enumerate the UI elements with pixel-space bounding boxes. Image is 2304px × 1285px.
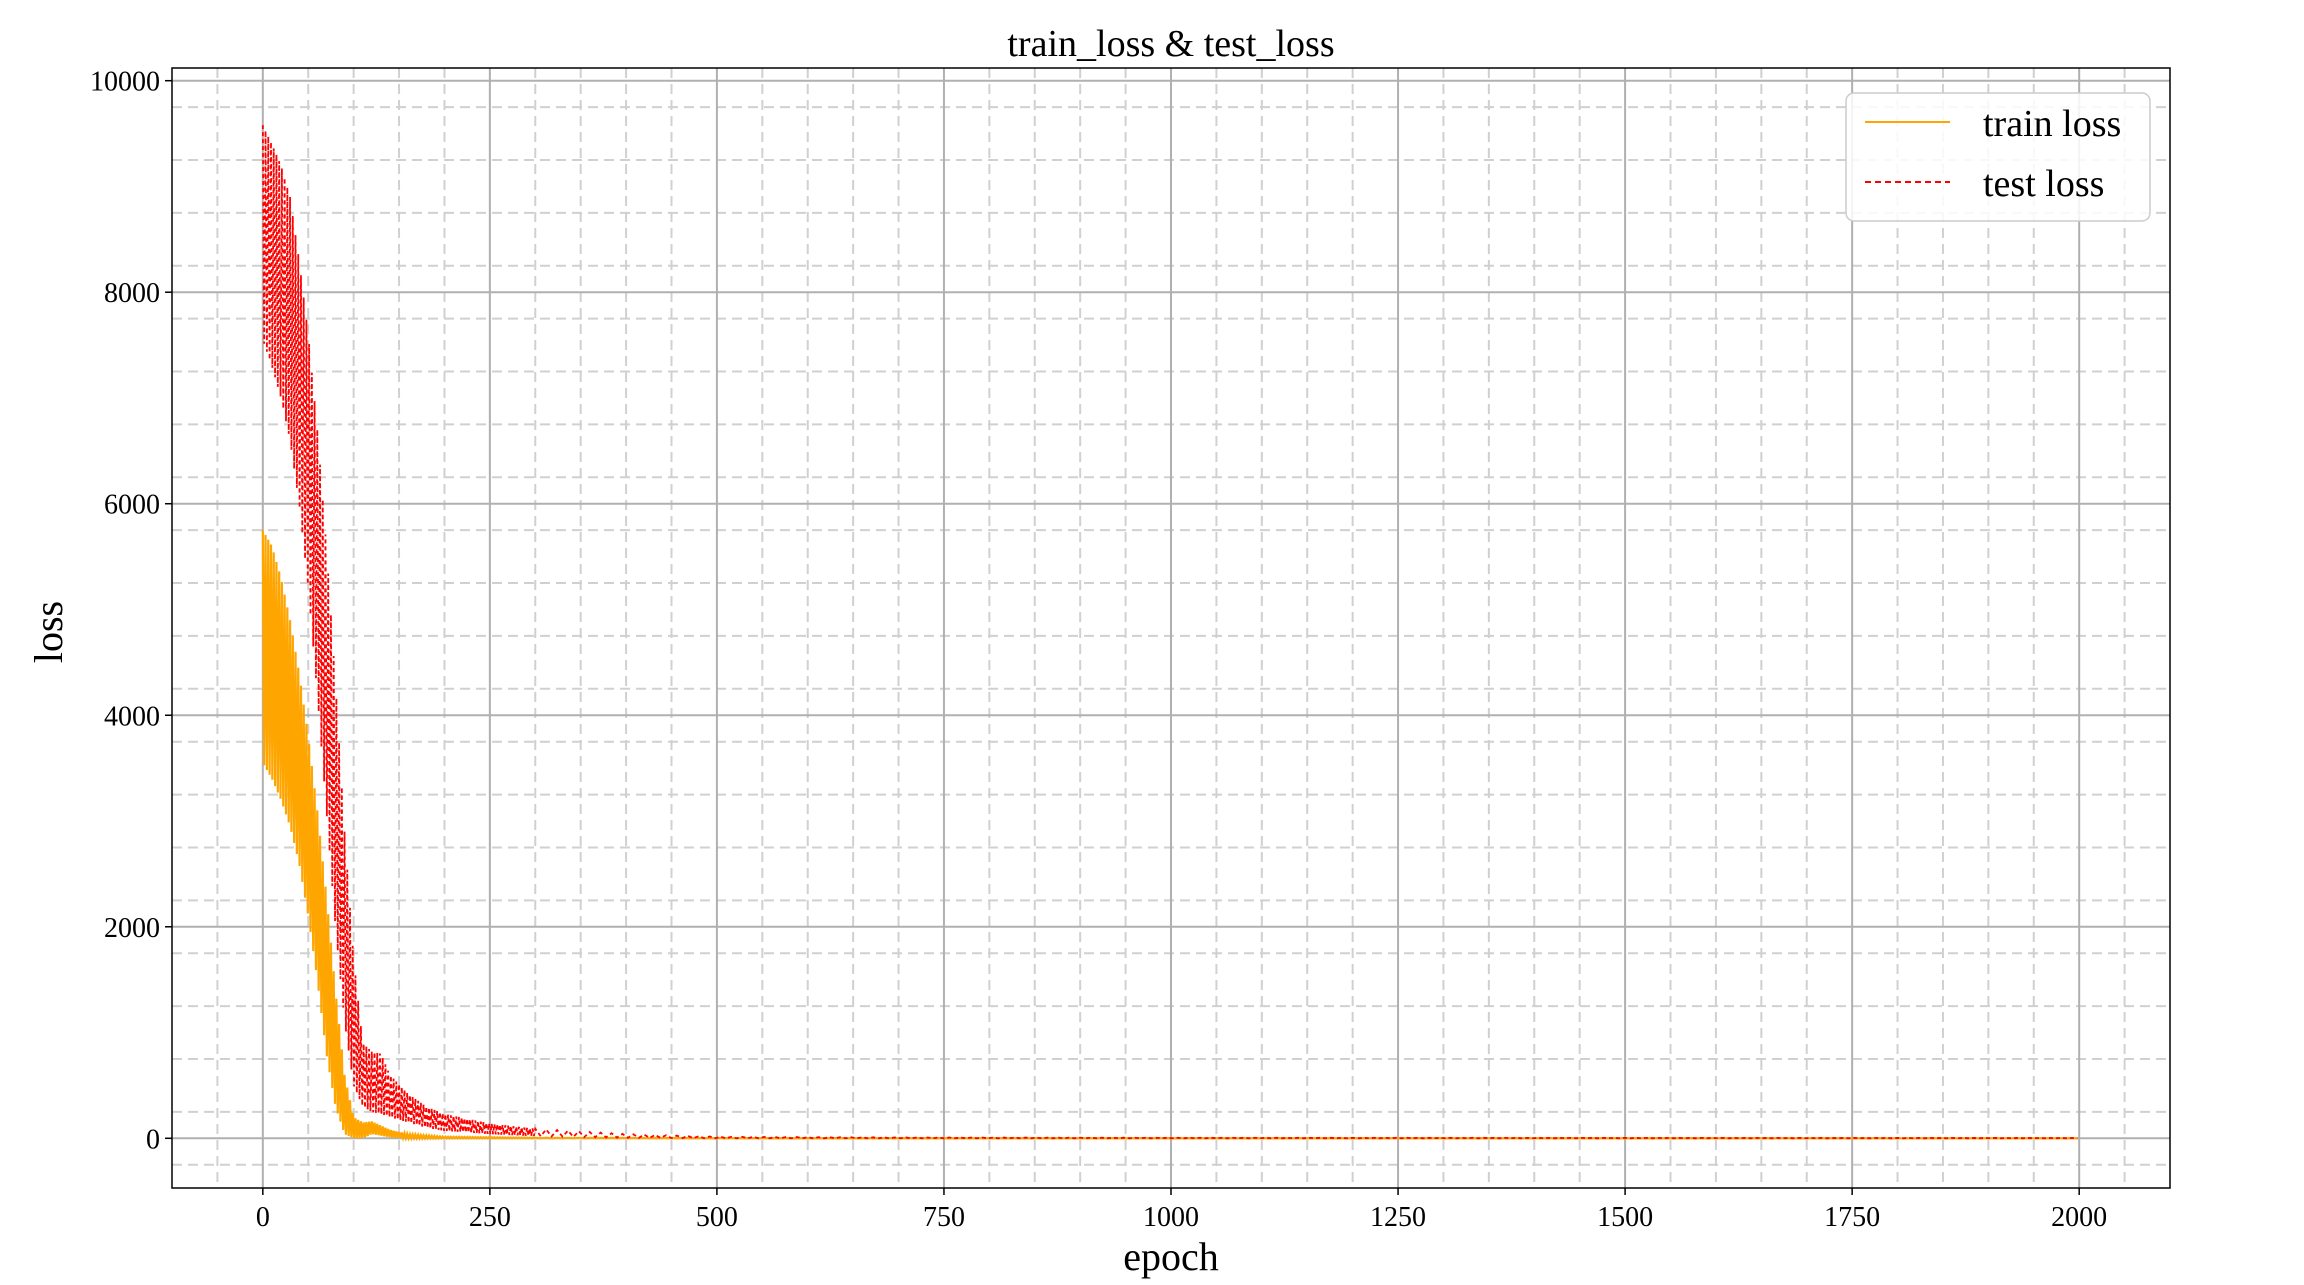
x-tick-label: 2000: [2051, 1202, 2107, 1233]
y-tick-label: 2000: [104, 913, 160, 944]
series-line-test-loss: [261, 125, 2078, 1140]
x-axis-label: epoch: [1123, 1234, 1219, 1279]
x-tick-label: 1500: [1597, 1202, 1653, 1233]
y-axis-label: loss: [26, 601, 71, 663]
x-tick-label: 250: [469, 1202, 511, 1233]
y-tick-label: 0: [146, 1124, 160, 1155]
ticks-layer: 0 250 500 750 1000 1250 1500 1750 2000 0 2000 4000 6…: [90, 67, 2107, 1233]
plot-frame: [171, 67, 2171, 1189]
x-tick-label: 1000: [1143, 1202, 1199, 1233]
x-tick-label: 750: [923, 1202, 965, 1233]
y-tick-label: 10000: [90, 67, 160, 98]
x-tick-label: 1750: [1824, 1202, 1880, 1233]
chart-title: train_loss & test_loss: [1007, 23, 1334, 65]
legend: train loss test loss: [1845, 92, 2151, 222]
series-layer: [261, 125, 2078, 1143]
x-tick-label: 1250: [1370, 1202, 1426, 1233]
x-tick-label: 500: [696, 1202, 738, 1233]
x-tick-label: 0: [256, 1202, 270, 1233]
y-tick-label: 4000: [104, 701, 160, 732]
y-tick-label: 8000: [104, 278, 160, 309]
legend-label-train-loss: train loss: [1983, 103, 2121, 145]
legend-label-test-loss: test loss: [1983, 163, 2104, 205]
legend-box: [1845, 92, 2151, 222]
major-grid: [172, 68, 2170, 1188]
y-tick-label: 6000: [104, 490, 160, 521]
